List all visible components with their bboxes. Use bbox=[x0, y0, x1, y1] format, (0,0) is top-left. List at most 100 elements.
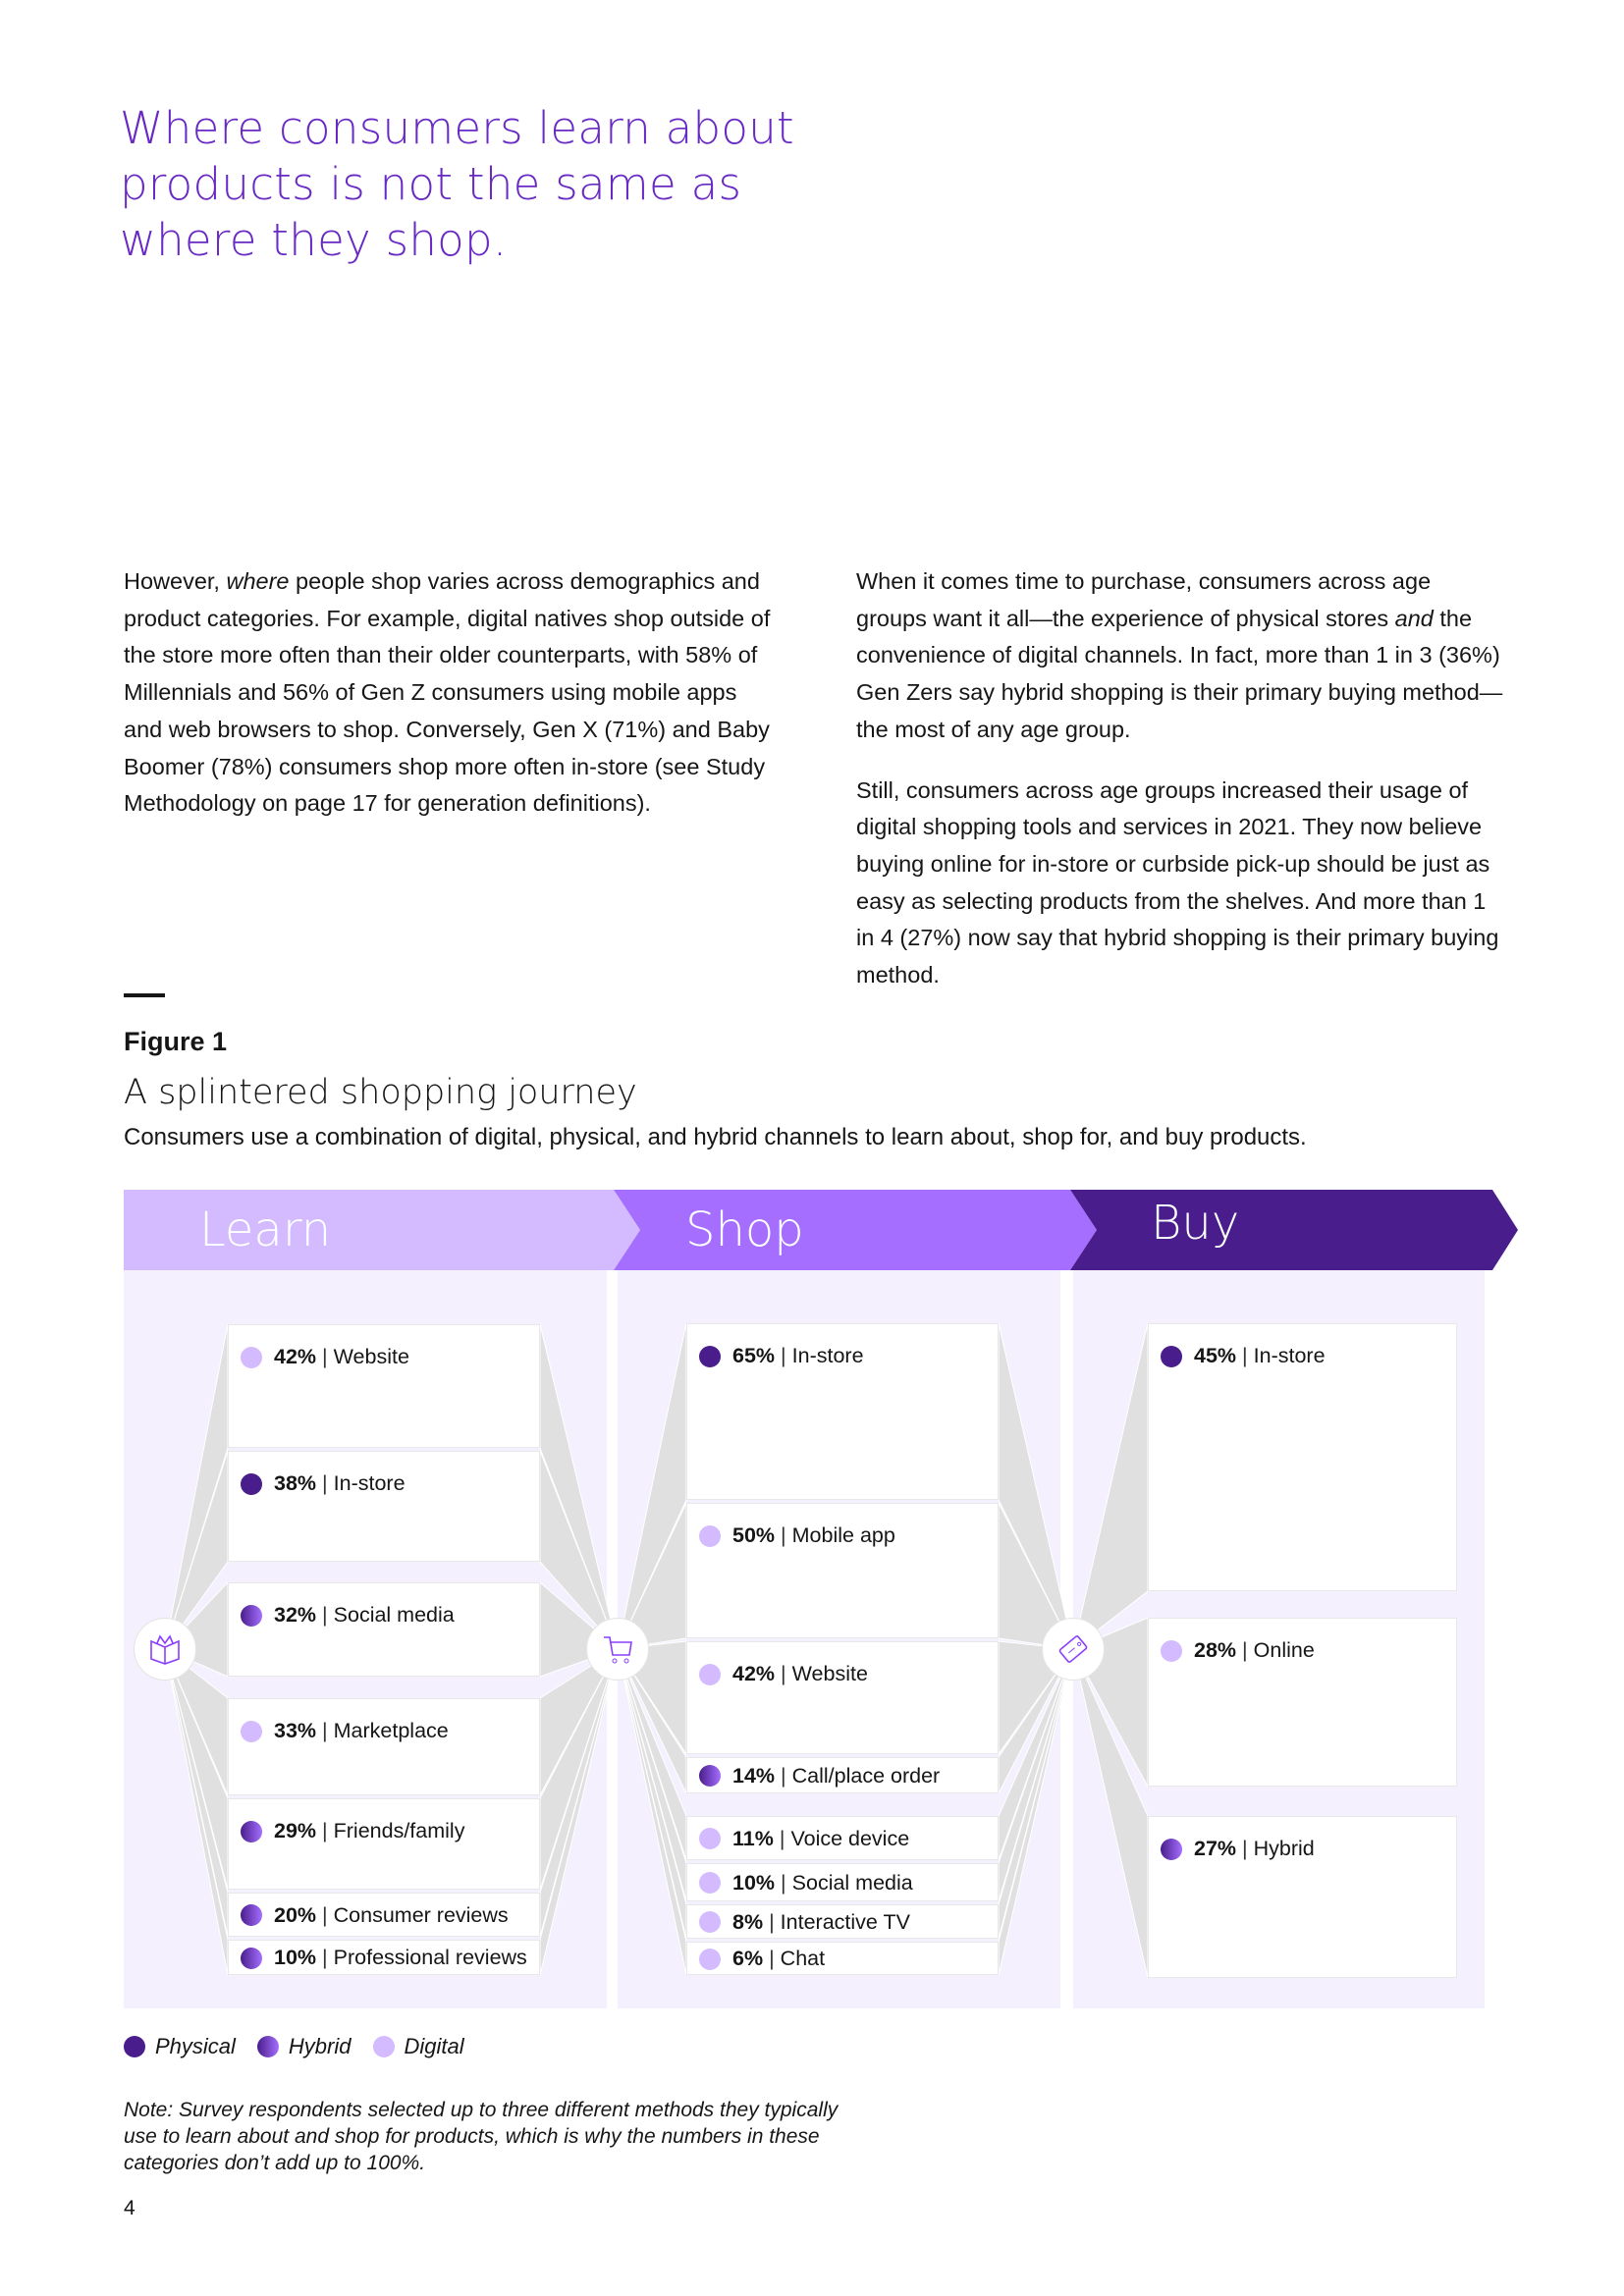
separator: | bbox=[322, 1345, 328, 1368]
digital-dot-icon bbox=[699, 1828, 721, 1849]
body-column-right: When it comes time to purchase, consumer… bbox=[856, 563, 1504, 1018]
channel-label: 45% | In-store bbox=[1161, 1344, 1326, 1368]
channel-percent: 6% bbox=[732, 1947, 764, 1970]
divider bbox=[124, 993, 165, 997]
connector-out bbox=[998, 1648, 1074, 1976]
channel-percent: 65% bbox=[732, 1344, 776, 1367]
paragraph: Still, consumers across age groups incre… bbox=[856, 776, 1499, 988]
channel-label: 28% | Online bbox=[1161, 1638, 1315, 1663]
hybrid-dot-icon bbox=[699, 1765, 721, 1787]
paragraph: However, where people shop varies across… bbox=[124, 568, 771, 817]
channel-card: 42% | Website bbox=[228, 1324, 540, 1448]
body-column-left: However, where people shop varies across… bbox=[124, 563, 772, 846]
headline-line: products is not the same as bbox=[120, 158, 742, 210]
channel-percent: 10% bbox=[732, 1870, 776, 1895]
channel-percent: 50% bbox=[732, 1523, 776, 1547]
buy-banner bbox=[1070, 1190, 1518, 1270]
channel-name: Website bbox=[791, 1662, 868, 1685]
separator: | bbox=[322, 1819, 328, 1842]
channel-label: 50% | Mobile app bbox=[699, 1523, 895, 1548]
channel-name: Marketplace bbox=[333, 1719, 449, 1742]
digital-dot-icon bbox=[699, 1663, 721, 1685]
page-number: 4 bbox=[124, 2197, 135, 2219]
legend: Physical Hybrid Digital bbox=[124, 2034, 486, 2059]
channel-card: 10% | Professional reviews bbox=[228, 1940, 540, 1975]
figure-description: Consumers use a combination of digital, … bbox=[124, 1124, 1307, 1150]
connector-out bbox=[998, 1322, 1074, 1650]
channel-card: 28% | Online bbox=[1148, 1618, 1457, 1787]
connector-out bbox=[539, 1648, 619, 1976]
digital-dot-icon bbox=[699, 1872, 721, 1894]
separator: | bbox=[322, 1946, 328, 1969]
separator: | bbox=[769, 1947, 775, 1970]
physical-dot-icon bbox=[241, 1472, 262, 1495]
channel-card: 42% | Website bbox=[686, 1641, 999, 1754]
channel-label: 42% | Website bbox=[241, 1345, 409, 1369]
physical-dot-icon bbox=[699, 1345, 721, 1367]
physical-dot-icon bbox=[1161, 1345, 1182, 1367]
separator: | bbox=[322, 1902, 328, 1927]
channel-label: 65% | In-store bbox=[699, 1344, 864, 1368]
legend-label: Digital bbox=[404, 2034, 464, 2058]
hub-learn bbox=[134, 1618, 196, 1681]
channel-name: Interactive TV bbox=[780, 1909, 910, 1934]
channel-label: 32% | Social media bbox=[241, 1603, 455, 1628]
figure-note: Note: Survey respondents selected up to … bbox=[124, 2099, 839, 2174]
channel-card: 65% | In-store bbox=[686, 1323, 999, 1500]
channel-name: Website bbox=[333, 1345, 409, 1368]
channel-card: 33% | Marketplace bbox=[228, 1698, 540, 1795]
hybrid-dot-icon bbox=[241, 1947, 262, 1969]
headline-line: Where consumers learn about bbox=[120, 102, 794, 154]
digital-dot-icon bbox=[372, 2036, 395, 2057]
channel-name: Social media bbox=[791, 1870, 913, 1895]
channel-card: 6% | Chat bbox=[686, 1942, 999, 1975]
channel-percent: 28% bbox=[1194, 1638, 1237, 1662]
hybrid-dot-icon bbox=[241, 1604, 262, 1627]
channel-name: Online bbox=[1253, 1638, 1315, 1662]
separator: | bbox=[779, 1826, 785, 1850]
hub-shop bbox=[586, 1618, 649, 1681]
channel-name: In-store bbox=[791, 1344, 864, 1367]
headline-line: where they shop. bbox=[120, 214, 508, 266]
channel-card: 50% | Mobile app bbox=[686, 1503, 999, 1638]
separator: | bbox=[781, 1523, 786, 1547]
connector-out bbox=[998, 1648, 1074, 1794]
channel-name: Voice device bbox=[790, 1826, 910, 1850]
digital-dot-icon bbox=[699, 1911, 721, 1933]
channel-card: 11% | Voice device bbox=[686, 1816, 999, 1860]
learn-banner bbox=[124, 1190, 640, 1270]
channel-percent: 10% bbox=[274, 1946, 317, 1969]
separator: | bbox=[322, 1603, 328, 1627]
channel-percent: 42% bbox=[274, 1345, 317, 1368]
digital-dot-icon bbox=[699, 1524, 721, 1547]
separator: | bbox=[322, 1471, 328, 1495]
stage-title-learn: Learn bbox=[199, 1202, 332, 1257]
channel-card: 8% | Interactive TV bbox=[686, 1904, 999, 1939]
connector-out bbox=[539, 1450, 619, 1650]
channel-label: 33% | Marketplace bbox=[241, 1719, 449, 1743]
channel-percent: 8% bbox=[732, 1909, 764, 1934]
channel-card: 29% | Friends/family bbox=[228, 1798, 540, 1890]
shopping-cart-icon bbox=[604, 1636, 632, 1664]
channel-percent: 32% bbox=[274, 1603, 317, 1627]
separator: | bbox=[1242, 1837, 1248, 1860]
hybrid-dot-icon bbox=[241, 1904, 262, 1926]
channel-percent: 45% bbox=[1194, 1344, 1237, 1367]
price-tag-icon bbox=[1058, 1635, 1088, 1663]
stage-banners bbox=[124, 1190, 1518, 1270]
channel-card: 27% | Hybrid bbox=[1148, 1816, 1457, 1978]
headline: Where consumers learn about products is … bbox=[120, 100, 807, 268]
channel-label: 29% | Friends/family bbox=[241, 1819, 464, 1843]
hybrid-dot-icon bbox=[241, 1820, 262, 1842]
figure-title: A splintered shopping journey bbox=[124, 1073, 637, 1112]
digital-dot-icon bbox=[699, 1948, 721, 1970]
hybrid-dot-icon bbox=[1161, 1838, 1182, 1860]
channel-percent: 27% bbox=[1194, 1837, 1237, 1860]
channel-name: Call/place order bbox=[791, 1763, 941, 1788]
separator: | bbox=[781, 1763, 786, 1788]
legend-physical: Physical bbox=[124, 2034, 236, 2059]
separator: | bbox=[1242, 1344, 1248, 1367]
channel-card: 45% | In-store bbox=[1148, 1323, 1457, 1591]
channel-card: 20% | Consumer reviews bbox=[228, 1893, 540, 1937]
legend-label: Hybrid bbox=[288, 2034, 352, 2058]
